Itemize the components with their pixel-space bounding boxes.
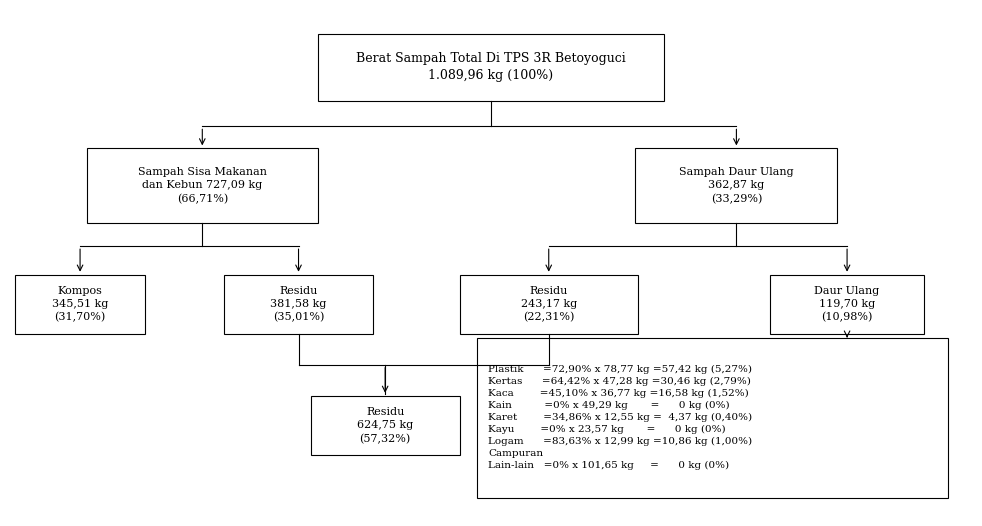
Text: Residu
624,75 kg
(57,32%): Residu 624,75 kg (57,32%)	[357, 407, 413, 444]
FancyBboxPatch shape	[15, 275, 145, 334]
FancyBboxPatch shape	[476, 338, 948, 498]
FancyBboxPatch shape	[224, 275, 373, 334]
Text: Sampah Daur Ulang
362,87 kg
(33,29%): Sampah Daur Ulang 362,87 kg (33,29%)	[680, 167, 793, 204]
Text: Residu
243,17 kg
(22,31%): Residu 243,17 kg (22,31%)	[520, 286, 576, 322]
FancyBboxPatch shape	[635, 148, 838, 223]
Text: Berat Sampah Total Di TPS 3R Betoyoguci
1.089,96 kg (100%): Berat Sampah Total Di TPS 3R Betoyoguci …	[356, 52, 626, 82]
FancyBboxPatch shape	[318, 34, 664, 100]
FancyBboxPatch shape	[310, 396, 460, 455]
Text: Daur Ulang
119,70 kg
(10,98%): Daur Ulang 119,70 kg (10,98%)	[814, 286, 880, 322]
FancyBboxPatch shape	[460, 275, 637, 334]
Text: Residu
381,58 kg
(35,01%): Residu 381,58 kg (35,01%)	[270, 286, 327, 322]
Text: Plastik      =72,90% x 78,77 kg =57,42 kg (5,27%)
Kertas      =64,42% x 47,28 kg: Plastik =72,90% x 78,77 kg =57,42 kg (5,…	[488, 365, 752, 470]
Text: Sampah Sisa Makanan
dan Kebun 727,09 kg
(66,71%): Sampah Sisa Makanan dan Kebun 727,09 kg …	[137, 167, 267, 204]
Text: Kompos
345,51 kg
(31,70%): Kompos 345,51 kg (31,70%)	[52, 286, 108, 322]
FancyBboxPatch shape	[86, 148, 318, 223]
FancyBboxPatch shape	[770, 275, 924, 334]
